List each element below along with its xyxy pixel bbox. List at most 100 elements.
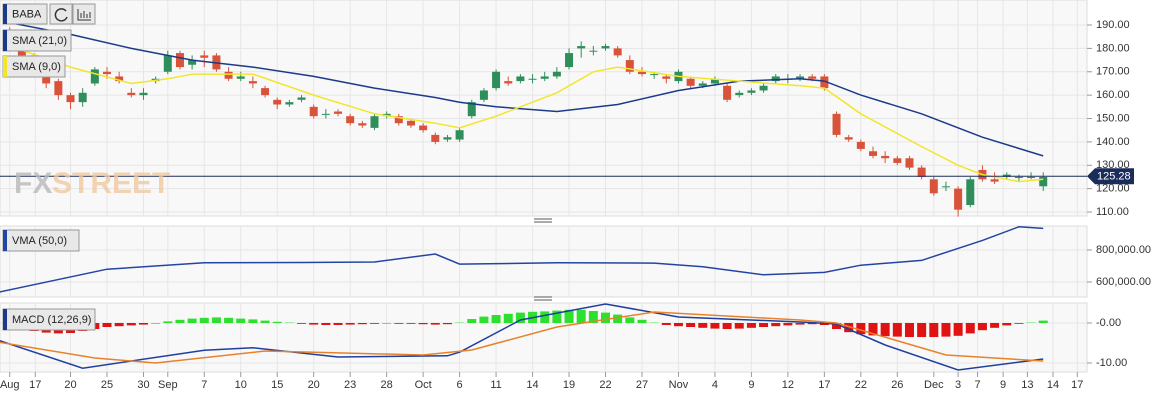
histogram-bar	[260, 320, 270, 323]
candle-body	[637, 71, 646, 75]
candle-body	[127, 92, 136, 96]
histogram-bar	[1038, 320, 1048, 323]
x-tick-label: 4	[712, 379, 718, 391]
x-tick-label: 27	[636, 379, 648, 391]
candle-body	[796, 76, 805, 79]
x-tick-label: 12	[782, 379, 794, 391]
histogram-bar	[832, 323, 842, 329]
histogram-bar	[917, 323, 927, 337]
y-tick-label: 190.00	[1096, 19, 1130, 31]
histogram-bar	[430, 323, 440, 325]
histogram-bar	[345, 323, 355, 325]
indicator-label: VMA (50,0)	[12, 235, 67, 247]
candle-body	[966, 179, 975, 206]
histogram-bar	[637, 319, 647, 323]
candle-body	[662, 76, 671, 79]
histogram-bar	[297, 323, 307, 324]
candle-body	[285, 102, 294, 105]
histogram-bar	[114, 323, 124, 327]
candle-body	[941, 186, 950, 188]
chart-type-icon	[77, 9, 91, 21]
histogram-bar	[613, 314, 623, 323]
histogram-bar	[710, 323, 720, 329]
y-tick-label: 170.00	[1096, 66, 1130, 78]
histogram-bar	[661, 323, 671, 325]
x-tick-label: Oct	[415, 379, 432, 391]
last-price-box	[1087, 168, 1134, 185]
histogram-bar	[795, 323, 805, 325]
x-tick-label: 9	[1000, 379, 1006, 391]
histogram-bar	[163, 321, 173, 323]
y-tick-label: -0.00	[1096, 317, 1121, 329]
x-tick-label: 9	[748, 379, 754, 391]
histogram-bar	[759, 323, 769, 327]
y-tick-label: 180.00	[1096, 42, 1130, 54]
candle-body	[869, 151, 878, 156]
histogram-bar	[211, 317, 221, 323]
histogram-bar	[698, 323, 708, 328]
x-tick-label: 3	[955, 379, 961, 391]
candle-body	[236, 76, 245, 79]
symbol-stripe	[3, 4, 7, 24]
candle-body	[102, 71, 111, 75]
y-tick-label: 140.00	[1096, 136, 1130, 148]
candle-body	[78, 92, 87, 103]
indicator-line	[9, 21, 1044, 157]
histogram-bar	[224, 317, 234, 323]
indicator-line	[0, 311, 1044, 364]
candle-body	[54, 81, 63, 96]
histogram-bar	[673, 323, 683, 327]
candle-body	[1002, 174, 1011, 177]
x-tick-label: 28	[381, 379, 393, 391]
y-tick-label: -10.00	[1096, 357, 1127, 369]
histogram-bar	[491, 315, 501, 323]
panel-handle[interactable]	[534, 218, 552, 223]
overlay: FX STREET BABA SMA (21,0) SMA (9,0) VMA …	[2, 3, 170, 331]
histogram-bar	[248, 319, 258, 323]
x-tick-label: 6	[457, 379, 463, 391]
x-tick-label: 30	[137, 379, 149, 391]
histogram-bar	[406, 323, 416, 324]
refresh-icon	[54, 8, 68, 22]
candle-body	[844, 137, 853, 140]
histogram-bar	[102, 323, 112, 327]
x-tick-label: 20	[64, 379, 76, 391]
x-tick-label: 14	[1047, 379, 1059, 391]
candle-body	[297, 97, 306, 100]
candle-body	[747, 90, 756, 93]
candle-body	[540, 76, 549, 79]
histogram-bar	[540, 311, 550, 323]
candle-body	[261, 88, 270, 96]
histogram-bar	[394, 323, 404, 324]
candle-body	[492, 71, 501, 89]
x-tick-label: 25	[101, 379, 113, 391]
candle-body	[698, 83, 707, 86]
candle-body	[832, 113, 841, 135]
y-tick-label: 150.00	[1096, 112, 1130, 124]
indicator-label: SMA (21,0)	[12, 35, 67, 47]
candle-body	[613, 48, 622, 56]
symbol: BABA	[12, 8, 42, 20]
x-tick-label: 17	[29, 379, 41, 391]
panel-handle[interactable]	[534, 296, 552, 301]
y-tick-label: 110.00	[1096, 206, 1129, 218]
candle-body	[723, 85, 732, 100]
histogram-bar	[357, 323, 367, 325]
candle-body	[406, 120, 415, 126]
x-tick-label: 7	[975, 379, 981, 391]
candle-body	[479, 90, 488, 100]
candle-body	[954, 188, 963, 210]
x-tick-label: 20	[308, 379, 320, 391]
x-tick-label: 14	[526, 379, 538, 391]
candle-body	[346, 116, 355, 124]
candle-body	[248, 81, 257, 84]
candle-body	[309, 106, 318, 117]
candle-body	[990, 179, 999, 182]
x-tick-label: 26	[891, 379, 903, 391]
histogram-bar	[856, 323, 866, 335]
candle-body	[175, 53, 184, 68]
candle-body	[455, 130, 464, 140]
x-tick-label: 19	[563, 379, 575, 391]
candle-body	[808, 76, 817, 79]
candle-body	[856, 141, 865, 149]
